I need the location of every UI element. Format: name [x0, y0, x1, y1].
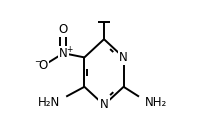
Text: −: − [34, 57, 40, 66]
Text: N: N [59, 47, 68, 60]
Text: NH₂: NH₂ [145, 96, 167, 109]
Text: N: N [100, 99, 108, 111]
Text: O: O [59, 23, 68, 36]
Text: N: N [119, 51, 128, 64]
Text: H₂N: H₂N [38, 96, 61, 109]
Text: +: + [67, 45, 73, 53]
Text: O: O [38, 59, 48, 72]
